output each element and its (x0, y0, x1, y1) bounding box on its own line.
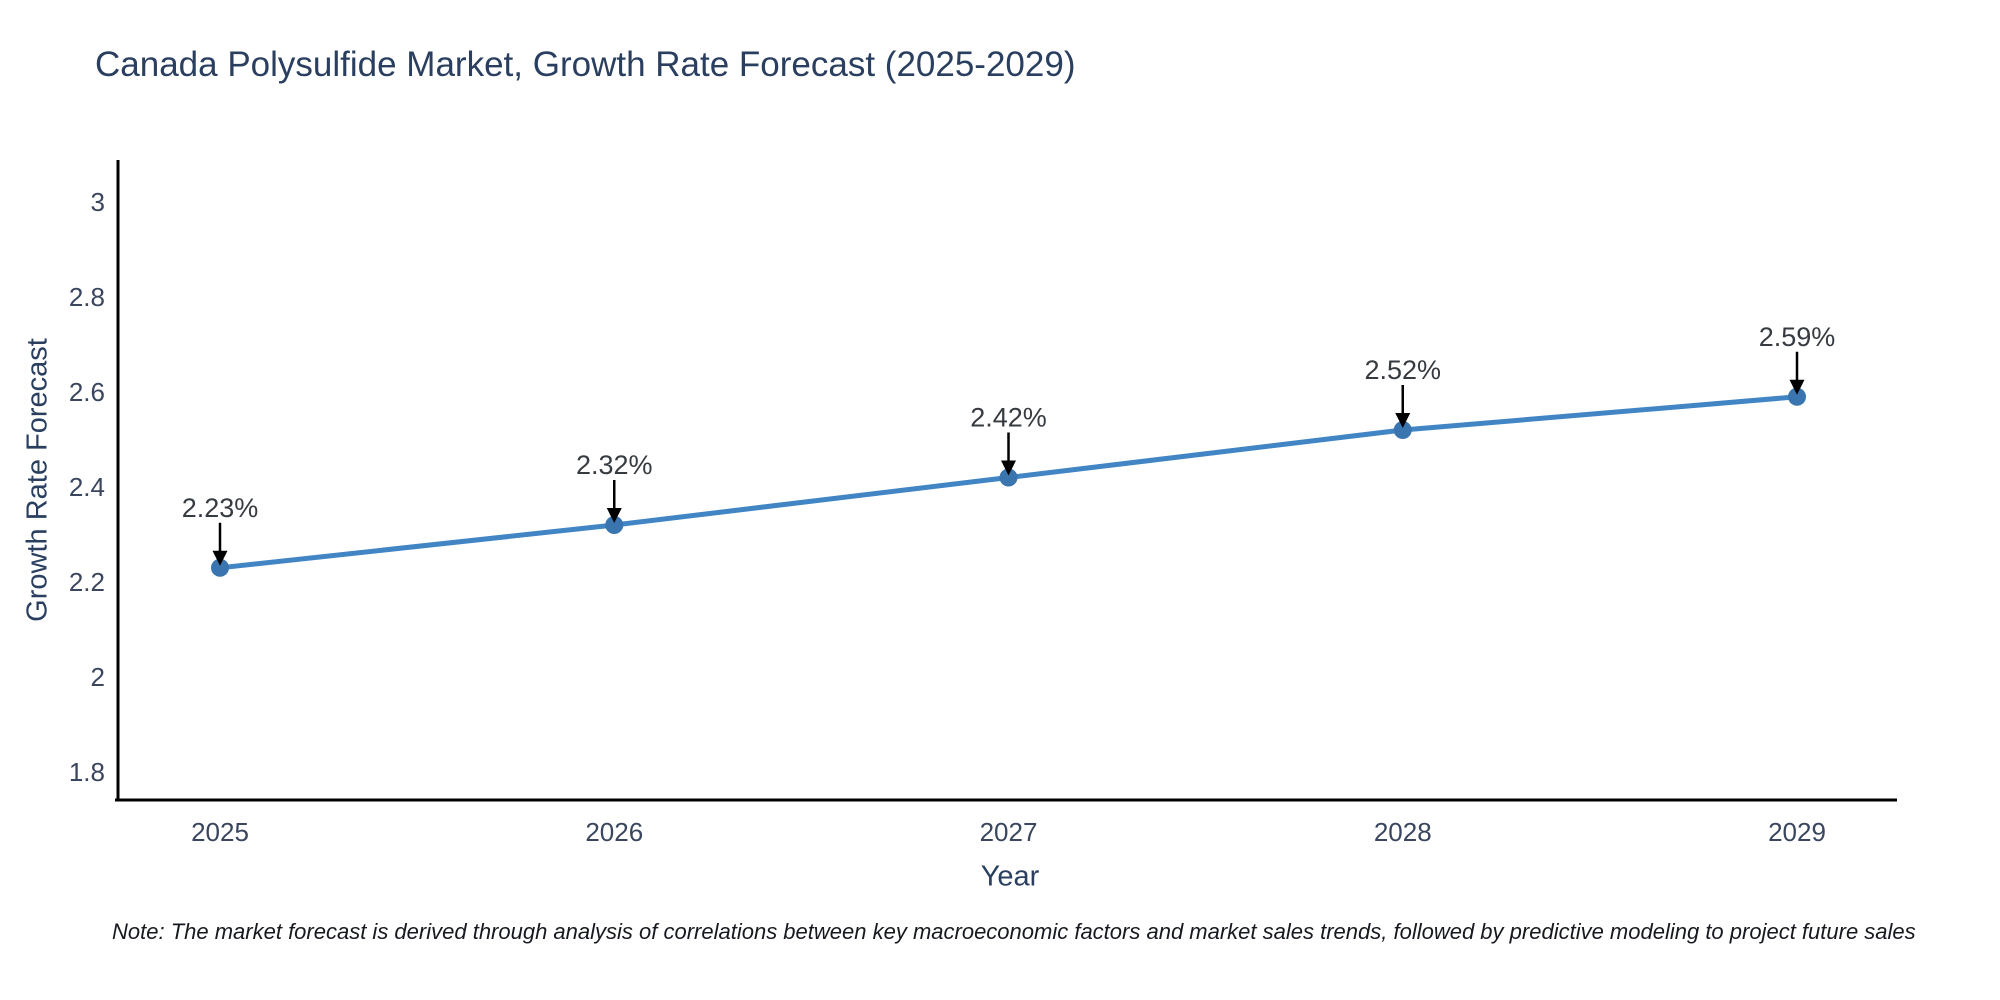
annotation-arrowhead-icon (606, 508, 622, 523)
x-axis-title: Year (980, 860, 1040, 893)
data-point-marker[interactable] (211, 558, 229, 577)
y-tick-label: 2 (91, 662, 105, 692)
y-tick-label: 3 (91, 187, 105, 217)
x-tick-label: 2025 (191, 817, 249, 847)
annotation-label: 2.42% (970, 403, 1047, 433)
data-point-marker[interactable] (999, 468, 1018, 487)
annotation-label: 2.23% (182, 493, 259, 523)
footnote: Note: The market forecast is derived thr… (112, 919, 1916, 944)
x-tick-label: 2029 (1768, 817, 1826, 847)
annotation-label: 2.32% (576, 450, 653, 480)
annotation-arrowhead-icon (212, 550, 228, 566)
y-tick-label: 2.2 (69, 567, 105, 597)
chart-title: Canada Polysulfide Market, Growth Rate F… (95, 45, 1076, 84)
annotation-label: 2.59% (1759, 322, 1836, 352)
data-point-marker[interactable] (1393, 421, 1412, 439)
annotation-arrowhead-icon (1001, 460, 1016, 476)
x-tick-label: 2028 (1374, 817, 1432, 847)
annotation-arrowhead-icon (1789, 379, 1805, 395)
data-point-marker[interactable] (605, 516, 624, 534)
y-tick-label: 1.8 (69, 757, 105, 787)
y-tick-label: 2.6 (69, 377, 105, 407)
annotation-label: 2.52% (1364, 355, 1441, 385)
x-tick-label: 2026 (585, 817, 643, 847)
y-tick-label: 2.8 (69, 282, 105, 312)
x-tick-label: 2027 (980, 817, 1038, 847)
annotation-arrowhead-icon (1395, 413, 1411, 428)
y-tick-label: 2.4 (69, 472, 105, 502)
data-point-marker[interactable] (1788, 387, 1806, 406)
